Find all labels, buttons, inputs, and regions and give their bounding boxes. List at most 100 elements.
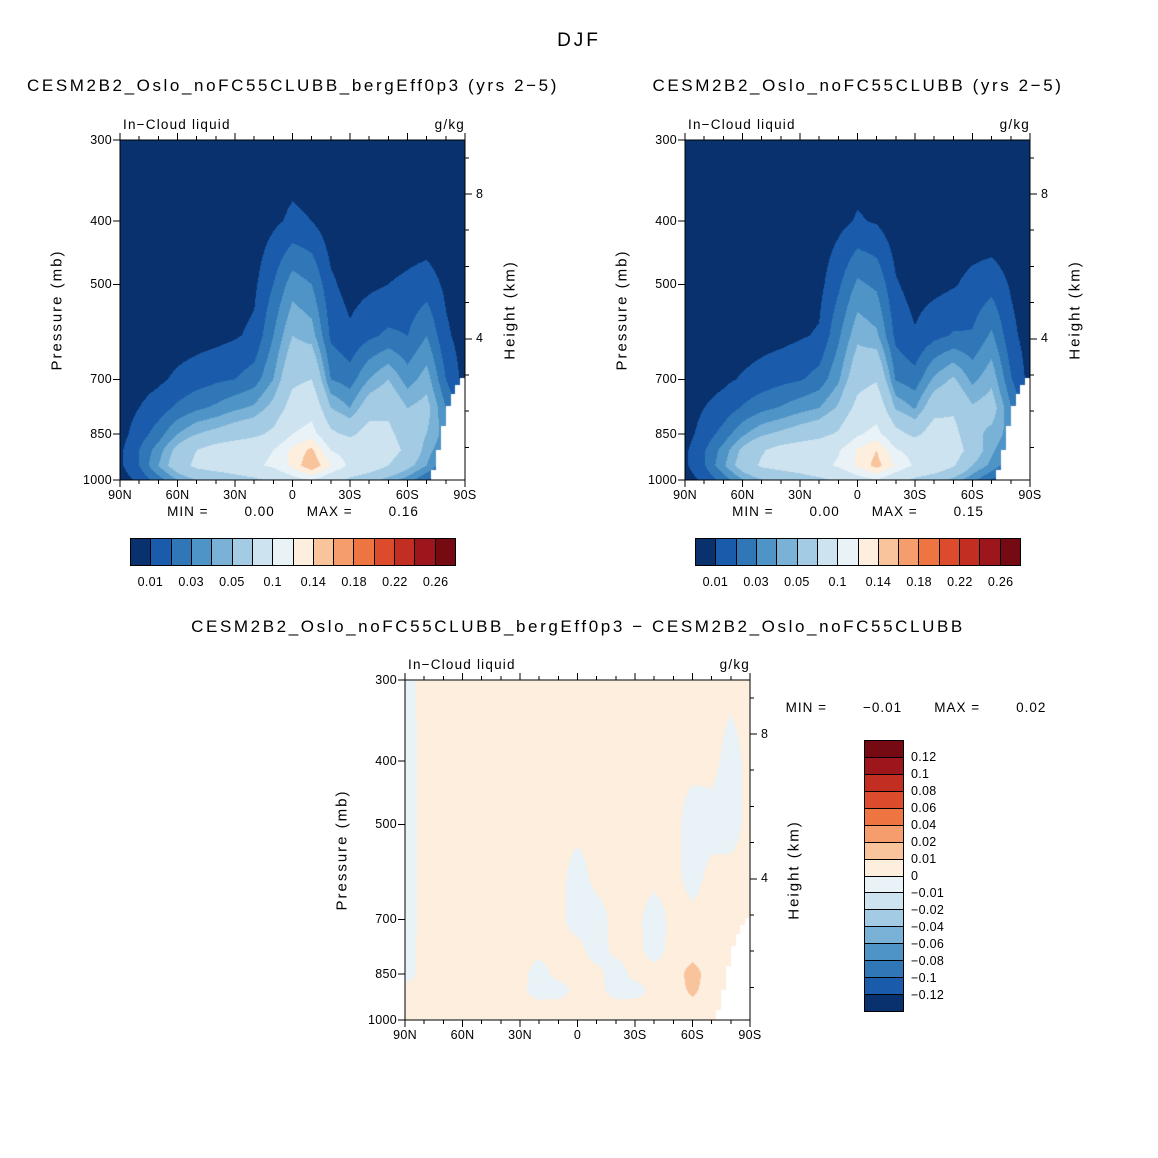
colorbar-tick-label: 0.22 — [382, 575, 408, 589]
colorbar-cell — [373, 538, 396, 566]
panel-a-title: CESM2B2_Oslo_noFC55CLUBB_bergEff0p3 (yrs… — [27, 76, 559, 95]
panel-b-colorbar — [695, 538, 1021, 566]
panel-a-colorbar — [130, 538, 456, 566]
colorbar-cell — [857, 538, 879, 566]
colorbar-cell — [353, 538, 375, 566]
colorbar-cell — [864, 926, 904, 945]
min-value: −0.01 — [863, 700, 903, 715]
colorbar-cell — [999, 538, 1021, 566]
pressure-tick-label: 400 — [90, 214, 112, 229]
colorbar-cell — [864, 960, 904, 979]
pressure-tick-label: 500 — [375, 817, 397, 832]
colorbar-cell — [776, 538, 798, 566]
max-value: 0.16 — [388, 504, 419, 519]
colorbar-cell — [231, 538, 253, 566]
colorbar-tick-label: 0.18 — [341, 575, 367, 589]
colorbar-tick-label: 0.22 — [947, 575, 973, 589]
x-tick-label: 30S — [623, 1028, 647, 1042]
height-tick-label: 4 — [476, 331, 484, 346]
diff-colorbar-tick-label: 0.08 — [911, 783, 937, 798]
pressure-tick-label: 850 — [375, 967, 397, 982]
panel-a-pressure-axis-label: Pressure (mb) — [48, 249, 66, 371]
colorbar-cell — [864, 892, 904, 911]
colorbar-cell — [292, 538, 314, 566]
panel-c-colorbar — [864, 740, 904, 1012]
colorbar-cell — [979, 538, 1001, 566]
colorbar-cell — [272, 538, 294, 566]
colorbar-cell — [864, 858, 904, 877]
colorbar-cell — [434, 538, 456, 566]
height-tick-label: 8 — [1041, 186, 1049, 201]
pressure-tick-label: 1000 — [82, 473, 112, 487]
x-tick-label: 90N — [673, 488, 697, 502]
colorbar-cell — [918, 538, 940, 566]
pressure-tick-label: 1000 — [367, 1013, 397, 1027]
panel-b-contour-canvas — [685, 140, 1030, 480]
diff-colorbar-tick-label: 0.02 — [911, 834, 937, 849]
max-label: MAX = — [871, 504, 918, 519]
colorbar-tick-label: 0.05 — [784, 575, 810, 589]
panel-a-contour-canvas — [120, 140, 465, 480]
colorbar-cell — [938, 538, 961, 566]
colorbar-cell — [864, 756, 904, 775]
max-value: 0.02 — [1016, 700, 1047, 715]
max-value: 0.15 — [953, 504, 984, 519]
pressure-tick-label: 700 — [655, 372, 677, 387]
pressure-tick-label: 850 — [655, 427, 677, 442]
colorbar-tick-label: 0.1 — [263, 575, 282, 589]
panel-b-field-label: In−Cloud liquid — [688, 117, 796, 132]
pressure-tick-label: 400 — [375, 754, 397, 769]
height-tick-label: 4 — [1041, 331, 1049, 346]
panel-c-pressure-axis-label: Pressure (mb) — [333, 789, 351, 911]
diff-colorbar-tick-label: 0.06 — [911, 800, 937, 815]
pressure-tick-label: 700 — [90, 372, 112, 387]
x-tick-label: 90S — [738, 1028, 762, 1042]
x-tick-label: 90N — [393, 1028, 417, 1042]
min-value: 0.00 — [244, 504, 275, 519]
colorbar-cell — [864, 824, 904, 843]
colorbar-cell — [251, 538, 274, 566]
max-label: MAX = — [934, 700, 981, 715]
colorbar-cell — [877, 538, 900, 566]
panel-c-minmax: MIN = −0.01 MAX = 0.02 — [786, 700, 1047, 715]
max-label: MAX = — [306, 504, 353, 519]
panel-b-height-axis-label: Height (km) — [1066, 260, 1084, 360]
pressure-tick-label: 300 — [655, 133, 677, 147]
height-tick-label: 8 — [761, 726, 769, 741]
colorbar-cell — [333, 538, 355, 566]
x-tick-label: 30S — [903, 488, 927, 502]
min-label: MIN = — [785, 700, 828, 715]
colorbar-tick-label: 0.26 — [987, 575, 1014, 589]
diff-colorbar-tick-label: 0.12 — [911, 749, 937, 764]
colorbar-tick-label: 0.01 — [137, 575, 164, 589]
colorbar-cell — [864, 807, 904, 826]
pressure-tick-label: 500 — [655, 277, 677, 292]
pressure-tick-label: 500 — [90, 277, 112, 292]
min-label: MIN = — [167, 504, 209, 519]
diff-colorbar-tick-label: −0.02 — [911, 902, 945, 917]
panel-b-units-label: g/kg — [999, 117, 1030, 132]
diff-colorbar-tick-label: 0 — [911, 868, 919, 883]
x-tick-label: 30S — [338, 488, 362, 502]
colorbar-cell — [864, 740, 904, 758]
diff-colorbar-tick-label: −0.01 — [911, 885, 945, 900]
min-value: 0.00 — [809, 504, 840, 519]
colorbar-tick-label: 0.1 — [828, 575, 847, 589]
diff-colorbar-tick-label: 0.01 — [911, 851, 937, 866]
colorbar-cell — [211, 538, 233, 566]
colorbar-cell — [715, 538, 737, 566]
colorbar-cell — [864, 943, 904, 962]
colorbar-cell — [864, 977, 904, 996]
colorbar-tick-label: 0.03 — [743, 575, 769, 589]
panel-c-contour-canvas — [405, 680, 750, 1020]
colorbar-cell — [170, 538, 192, 566]
colorbar-tick-label: 0.14 — [300, 575, 327, 589]
colorbar-tick-label: 0.05 — [219, 575, 245, 589]
pressure-tick-label: 700 — [375, 912, 397, 927]
x-tick-label: 60S — [960, 488, 985, 502]
colorbar-cell — [959, 538, 981, 566]
colorbar-cell — [190, 538, 213, 566]
panel-c-height-axis-label: Height (km) — [785, 820, 803, 920]
x-tick-label: 60N — [450, 1028, 475, 1042]
x-tick-label: 30N — [508, 1028, 532, 1042]
